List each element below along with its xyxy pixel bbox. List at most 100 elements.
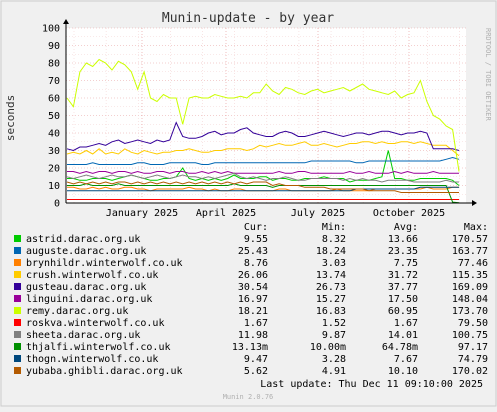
legend-value-max: 148.04 bbox=[452, 294, 488, 305]
munin-version: Munin 2.0.76 bbox=[223, 393, 274, 401]
legend-swatch bbox=[14, 271, 21, 278]
series-line-6 bbox=[66, 58, 460, 172]
legend-value-cur: 11.98 bbox=[238, 330, 268, 341]
y-tick-label: 70 bbox=[48, 76, 60, 87]
y-tick-labels: 0 10 20 30 40 50 60 70 80 90 100 bbox=[42, 24, 60, 210]
legend-value-min: 26.73 bbox=[316, 282, 346, 293]
x-axis-arrow bbox=[472, 200, 477, 206]
legend-value-cur: 18.21 bbox=[238, 306, 268, 317]
series-line-11 bbox=[66, 181, 459, 193]
legend-header: Avg: bbox=[394, 222, 418, 233]
legend-value-avg: 23.35 bbox=[388, 246, 418, 257]
legend-value-max: 170.57 bbox=[452, 234, 488, 245]
chart-title: Munin-update - by year bbox=[162, 11, 334, 26]
legend-value-cur: 5.62 bbox=[244, 366, 268, 377]
legend-swatch bbox=[14, 367, 21, 374]
legend-value-avg: 64.78m bbox=[382, 342, 418, 353]
legend-value-max: 97.17 bbox=[458, 342, 488, 353]
series-line-8 bbox=[66, 172, 459, 183]
legend-value-min: 1.52 bbox=[322, 318, 346, 329]
last-update: Last update: Thu Dec 11 09:10:00 2025 bbox=[260, 379, 483, 390]
legend-value-avg: 1.67 bbox=[394, 318, 418, 329]
legend-swatch bbox=[14, 307, 21, 314]
legend-series-name: thjalfi.winterwolf.co.uk bbox=[26, 342, 171, 353]
x-tick-label: January 2025 bbox=[106, 208, 178, 219]
legend-value-cur: 9.55 bbox=[244, 234, 268, 245]
y-axis-label: seconds bbox=[4, 95, 17, 141]
series-line-5 bbox=[67, 170, 459, 174]
legend-swatch bbox=[14, 235, 21, 242]
x-tick-label: April 2025 bbox=[196, 208, 256, 219]
legend-series-name: remy.darac.org.uk bbox=[26, 306, 128, 317]
y-tick-label: 100 bbox=[42, 24, 60, 35]
legend-series-name: crush.winterwolf.co.uk bbox=[26, 270, 158, 281]
rrdtool-watermark: RRDTOOL / TOBI OETIKER bbox=[484, 28, 492, 122]
legend-value-min: 3.28 bbox=[322, 354, 346, 365]
legend-value-cur: 25.43 bbox=[238, 246, 268, 257]
legend-value-min: 18.24 bbox=[316, 246, 346, 257]
series-line-10 bbox=[67, 186, 459, 192]
x-tick-label: October 2025 bbox=[373, 208, 445, 219]
legend-series-name: sheeta.darac.org.uk bbox=[26, 330, 140, 341]
legend-value-avg: 10.10 bbox=[388, 366, 418, 377]
legend-series-name: thogn.winterwolf.co.uk bbox=[26, 354, 158, 365]
axes bbox=[63, 19, 477, 206]
legend-value-min: 16.83 bbox=[316, 306, 346, 317]
legend-value-min: 3.03 bbox=[322, 258, 346, 269]
legend-value-min: 8.32 bbox=[322, 234, 346, 245]
y-axis-arrow bbox=[63, 19, 69, 24]
legend-header: Min: bbox=[322, 222, 346, 233]
legend-value-avg: 13.66 bbox=[388, 234, 418, 245]
legend-value-min: 13.74 bbox=[316, 270, 346, 281]
legend-value-min: 4.91 bbox=[322, 366, 346, 377]
y-tick-label: 60 bbox=[48, 94, 60, 105]
legend-value-avg: 14.01 bbox=[388, 330, 418, 341]
legend-series-name: roskva.winterwolf.co.uk bbox=[26, 318, 164, 329]
legend-value-max: 74.79 bbox=[458, 354, 488, 365]
legend-swatch bbox=[14, 355, 21, 362]
grid bbox=[66, 27, 466, 204]
legend-value-max: 163.77 bbox=[452, 246, 488, 257]
legend-value-min: 15.27 bbox=[316, 294, 346, 305]
legend-swatch bbox=[14, 343, 21, 350]
legend-value-max: 170.02 bbox=[452, 366, 488, 377]
x-tick-labels: January 2025 April 2025 July 2025 October 2… bbox=[106, 208, 445, 219]
series-lines bbox=[66, 58, 460, 204]
x-tick-label: July 2025 bbox=[291, 208, 345, 219]
legend-value-cur: 8.76 bbox=[244, 258, 268, 269]
legend-value-avg: 7.67 bbox=[394, 354, 418, 365]
legend-value-avg: 37.77 bbox=[388, 282, 418, 293]
y-tick-label: 0 bbox=[54, 199, 60, 210]
legend-value-max: 173.70 bbox=[452, 306, 488, 317]
y-tick-label: 50 bbox=[48, 111, 60, 122]
y-tick-label: 80 bbox=[48, 59, 60, 70]
legend-swatch bbox=[14, 295, 21, 302]
series-line-3 bbox=[66, 141, 460, 157]
legend-value-max: 100.75 bbox=[452, 330, 488, 341]
series-line-1 bbox=[67, 156, 460, 165]
y-tick-label: 10 bbox=[48, 181, 60, 192]
legend-series-name: linguini.darac.org.uk bbox=[26, 294, 152, 305]
legend-header: Max: bbox=[464, 222, 488, 233]
legend-value-cur: 9.47 bbox=[244, 354, 268, 365]
legend-swatch bbox=[14, 319, 21, 326]
legend-swatch bbox=[14, 247, 21, 254]
y-tick-label: 90 bbox=[48, 41, 60, 52]
legend-header: Cur: bbox=[244, 222, 268, 233]
legend-value-avg: 7.75 bbox=[394, 258, 418, 269]
legend-value-max: 115.35 bbox=[452, 270, 488, 281]
y-tick-label: 30 bbox=[48, 146, 60, 157]
legend-swatch bbox=[14, 331, 21, 338]
legend-value-cur: 26.06 bbox=[238, 270, 268, 281]
legend-value-cur: 16.97 bbox=[238, 294, 268, 305]
legend-value-avg: 31.72 bbox=[388, 270, 418, 281]
legend-series-name: astrid.darac.org.uk bbox=[26, 234, 140, 245]
legend-value-avg: 60.95 bbox=[388, 306, 418, 317]
y-tick-label: 20 bbox=[48, 164, 60, 175]
legend-value-cur: 13.13m bbox=[232, 342, 268, 353]
legend-value-avg: 17.50 bbox=[388, 294, 418, 305]
legend-value-cur: 30.54 bbox=[238, 282, 268, 293]
legend-swatch bbox=[14, 283, 21, 290]
